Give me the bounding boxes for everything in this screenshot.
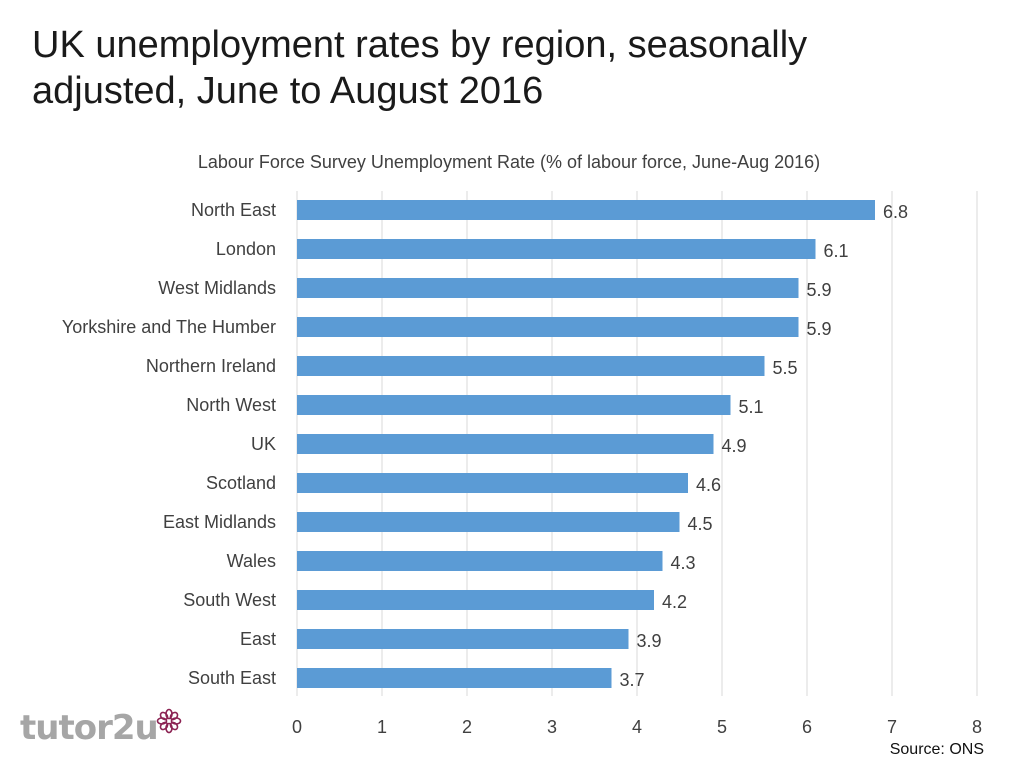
data-label: 4.2: [662, 592, 687, 612]
data-label: 6.1: [824, 241, 849, 261]
data-label: 4.5: [688, 514, 713, 534]
category-label: East: [240, 629, 276, 649]
category-label: South West: [183, 590, 276, 610]
x-axis-ticks: 0 1 2 3 4 5 6 7 8: [292, 717, 982, 737]
category-label: Northern Ireland: [146, 356, 276, 376]
category-label: East Midlands: [163, 512, 276, 532]
data-label: 4.9: [722, 436, 747, 456]
x-tick-label: 8: [972, 717, 982, 737]
x-tick-label: 6: [802, 717, 812, 737]
bar: [297, 200, 875, 220]
bar: [297, 356, 765, 376]
data-label: 5.9: [807, 319, 832, 339]
bar: [297, 590, 654, 610]
slide-title: UK unemployment rates by region, seasona…: [32, 24, 808, 112]
x-tick-label: 2: [462, 717, 472, 737]
flower-icon: [156, 708, 182, 734]
x-tick-label: 1: [377, 717, 387, 737]
bar: [297, 668, 612, 688]
x-tick-label: 5: [717, 717, 727, 737]
bar: [297, 317, 799, 337]
data-label: 5.1: [739, 397, 764, 417]
data-label: 6.8: [883, 202, 908, 222]
chart-title: Labour Force Survey Unemployment Rate (%…: [198, 152, 820, 172]
bar: [297, 395, 731, 415]
data-label: 5.9: [807, 280, 832, 300]
data-label: 4.6: [696, 475, 721, 495]
category-label: UK: [251, 434, 276, 454]
bar: [297, 434, 714, 454]
data-label: 3.9: [637, 631, 662, 651]
x-tick-label: 4: [632, 717, 642, 737]
category-label: North West: [186, 395, 276, 415]
bar: [297, 278, 799, 298]
bars: [297, 200, 875, 688]
bar: [297, 239, 816, 259]
x-tick-label: 7: [887, 717, 897, 737]
bar: [297, 629, 629, 649]
category-label: Yorkshire and The Humber: [62, 317, 276, 337]
tutor2u-logo: tutor2u: [20, 708, 182, 748]
data-label: 3.7: [620, 670, 645, 690]
x-tick-label: 0: [292, 717, 302, 737]
data-label: 5.5: [773, 358, 798, 378]
category-label: North East: [191, 200, 276, 220]
category-label: Scotland: [206, 473, 276, 493]
category-label: London: [216, 239, 276, 259]
bar: [297, 473, 688, 493]
category-label: Wales: [227, 551, 276, 571]
category-label: South East: [188, 668, 276, 688]
logo-text: tutor2u: [20, 708, 159, 748]
bar: [297, 551, 663, 571]
source-note: Source: ONS: [889, 741, 984, 758]
bar: [297, 512, 680, 532]
data-labels: 6.8 6.1 5.9 5.9 5.5 5.1 4.94.6 4.5 4.3 4.23.9 3.7: [620, 202, 909, 690]
data-label: 4.3: [671, 553, 696, 573]
x-tick-label: 3: [547, 717, 557, 737]
category-label: West Midlands: [158, 278, 276, 298]
category-labels: North East London West Midlands Yorkshire a…: [62, 200, 276, 688]
